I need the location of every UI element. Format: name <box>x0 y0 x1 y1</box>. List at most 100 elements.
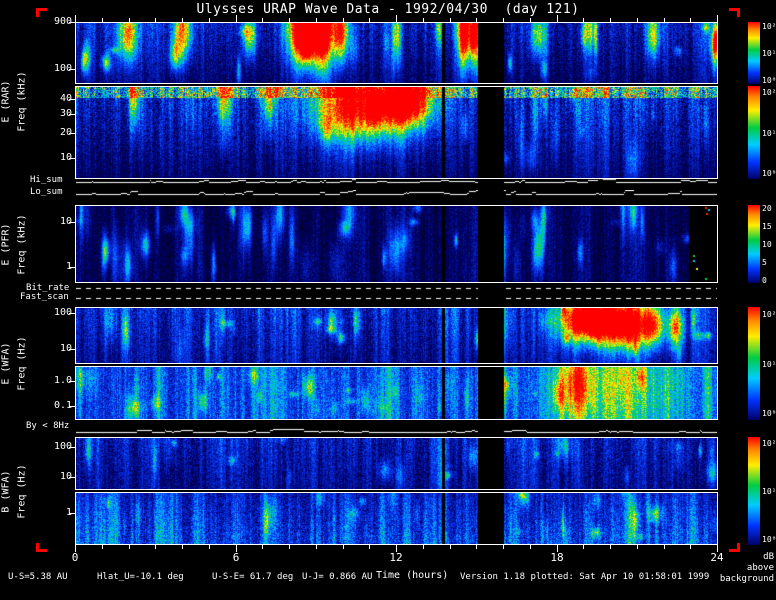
x-tick-label: 12 <box>389 551 403 564</box>
ytick-label-rar_hi: 900 <box>53 16 72 27</box>
colorbar-tick-wfa: 10⁰ <box>762 409 776 419</box>
colorbar-tick-b: 10⁰ <box>762 534 776 544</box>
ytick-mark-rar_hi <box>69 22 75 23</box>
ytick-label-wfa_hi: 100 <box>53 306 72 318</box>
colorbar-tick-rar_hi: 10⁰ <box>762 76 776 86</box>
panel-e-wfa-high <box>75 307 718 364</box>
x-tick-bottom <box>557 545 558 552</box>
ylabel-freq-hz-wfa: Freq (Hz) <box>16 336 28 391</box>
x-tick-bottom <box>530 545 531 549</box>
x-tick-top <box>637 18 638 22</box>
x-tick-label: 0 <box>71 551 79 564</box>
x-tick-top <box>75 15 76 22</box>
colorbar-wfa <box>748 307 760 420</box>
colorbar-rar_hi <box>748 22 760 84</box>
ylabel-e-pfr: E (PFR) <box>0 223 12 266</box>
ytick-mark-wfa_hi <box>69 349 75 350</box>
colorbar-tick-pfr: 20 <box>762 204 772 214</box>
colorbar-tick-wfa: 10² <box>762 309 776 319</box>
ytick-label-b_lo: 1 <box>42 507 72 518</box>
x-tick-label: 24 <box>710 551 724 564</box>
x-tick-bottom <box>396 545 397 552</box>
ytick-label-b_hi: 10 <box>59 471 72 483</box>
x-tick-top <box>664 18 665 22</box>
x-tick-top <box>690 18 691 22</box>
colorbar-tick-pfr: 5 <box>762 257 767 267</box>
x-tick-bottom <box>102 545 103 549</box>
x-tick-label: 18 <box>550 551 564 564</box>
ytick-label-rar_lo: 20 <box>59 126 72 138</box>
x-tick-top <box>717 15 718 22</box>
spectrogram-b-wfa-low <box>76 493 717 544</box>
x-tick-top <box>476 18 477 22</box>
ytick-mark-rar_lo <box>69 99 75 100</box>
corner-marker-top-right <box>729 8 740 17</box>
colorbar-tick-b: 10¹ <box>762 487 776 496</box>
x-axis-label: Time (hours) <box>376 570 449 581</box>
colorbar-b <box>748 437 760 545</box>
strip-label-hi-sum: Hi_sum <box>30 175 63 185</box>
x-tick-bottom <box>583 545 584 549</box>
x-tick-bottom <box>155 545 156 549</box>
x-tick-bottom <box>236 545 237 552</box>
colorbar-tick-pfr: 0 <box>762 275 767 285</box>
hi-sum-trace <box>76 178 717 184</box>
x-tick-top <box>396 15 397 22</box>
ytick-mark-rar_lo <box>69 158 75 159</box>
colorbar-tick-rar_hi: 10¹ <box>762 49 776 58</box>
strip-label-by-8hz: By < 8Hz <box>26 421 70 431</box>
x-tick-top <box>557 15 558 22</box>
panel-b-wfa-low <box>75 492 718 545</box>
strip-label-bit-rate: Bit_rate <box>26 283 70 293</box>
spectrogram-b-wfa-high <box>76 438 717 489</box>
x-tick-top <box>262 18 263 22</box>
x-tick-top <box>503 18 504 22</box>
strip-label-lo-sum: Lo_sum <box>30 187 63 197</box>
corner-marker-top-left <box>36 8 47 17</box>
x-tick-top <box>610 18 611 22</box>
spectrogram-e-rar-low <box>76 87 717 178</box>
colorbar-tick-b: 10² <box>762 439 776 449</box>
ytick-label-rar_lo: 10 <box>59 151 72 163</box>
spectrogram-e-wfa-low <box>76 367 717 419</box>
colorbar-tick-rar_lo: 10² <box>762 87 776 97</box>
ytick-mark-rar_lo <box>69 114 75 115</box>
x-tick-top <box>316 18 317 22</box>
x-tick-top <box>343 18 344 22</box>
ytick-label-pfr: 1 <box>42 261 72 272</box>
x-tick-bottom <box>423 545 424 549</box>
x-tick-bottom <box>664 545 665 549</box>
ytick-mark-wfa_hi <box>69 313 75 314</box>
strip-label-fast-scan: Fast_scan <box>20 292 69 302</box>
colorbar-tick-pfr: 10 <box>762 240 772 249</box>
ylabel-e-wfa: E (WFA) <box>0 342 12 385</box>
x-tick-bottom <box>289 545 290 549</box>
ytick-mark-b_hi <box>69 447 75 448</box>
x-tick-bottom <box>343 545 344 549</box>
ytick-label-rar_lo: 30 <box>59 107 72 119</box>
x-tick-bottom <box>316 545 317 549</box>
panel-b-wfa-high <box>75 437 718 490</box>
corner-marker-bottom-right <box>729 543 740 552</box>
ytick-mark-pfr <box>69 267 75 268</box>
x-tick-bottom <box>610 545 611 549</box>
fast-scan-trace <box>76 296 717 302</box>
panel-e-rar-low <box>75 86 718 179</box>
x-tick-bottom <box>690 545 691 549</box>
colorbar-tick-rar_lo: 10¹ <box>762 128 776 138</box>
x-tick-top <box>423 18 424 22</box>
x-tick-top <box>182 18 183 22</box>
x-tick-top <box>129 18 130 22</box>
plot-title: Ulysses URAP Wave Data - 1992/04/30 (day… <box>196 2 580 17</box>
colorbar-caption-background: background <box>719 574 774 584</box>
x-tick-bottom <box>503 545 504 549</box>
x-tick-bottom <box>717 545 718 552</box>
x-tick-bottom <box>476 545 477 549</box>
ytick-label-rar_lo: 40 <box>59 93 72 105</box>
x-tick-top <box>289 18 290 22</box>
x-tick-bottom <box>209 545 210 549</box>
x-tick-bottom <box>75 545 76 552</box>
ytick-label-pfr: 10 <box>59 216 72 228</box>
ytick-mark-b_lo <box>69 513 75 514</box>
